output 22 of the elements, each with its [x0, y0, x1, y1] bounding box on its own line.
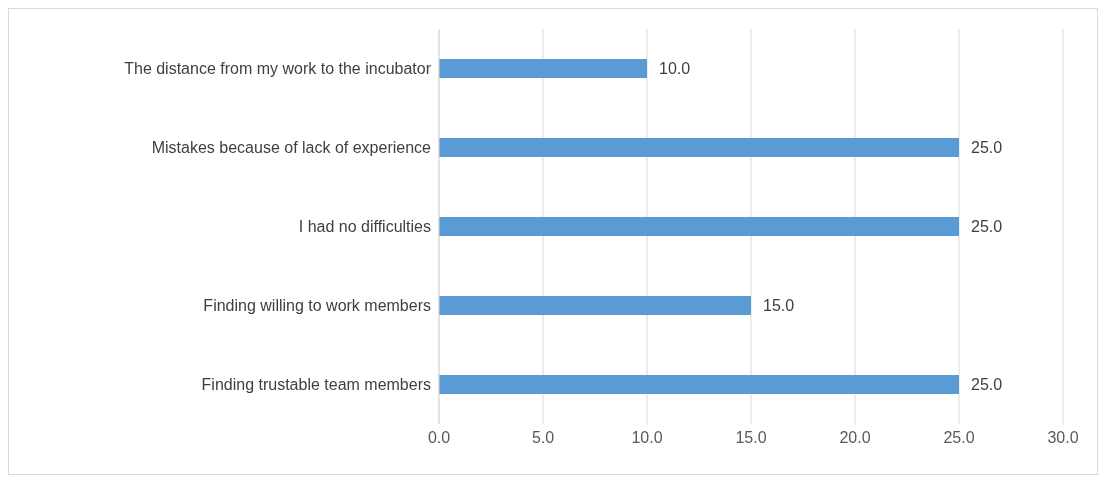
x-tick-label: 10.0	[631, 429, 663, 447]
y-tick-label: Finding willing to work members	[203, 297, 431, 315]
data-label: 10.0	[659, 60, 691, 78]
x-tick-label: 0.0	[427, 429, 451, 447]
y-tick-label: Mistakes because of lack of experience	[151, 139, 432, 157]
data-label: 25.0	[971, 376, 1003, 394]
x-tick-label: 15.0	[735, 429, 767, 447]
data-label: 25.0	[971, 218, 1003, 236]
y-tick-label: I had no difficulties	[298, 218, 431, 236]
x-tick-label: 30.0	[1047, 429, 1079, 447]
bar	[439, 375, 959, 394]
bar	[439, 59, 647, 78]
data-label: 25.0	[971, 139, 1003, 157]
bar	[439, 296, 751, 315]
x-tick-label: 20.0	[839, 429, 871, 447]
bar	[439, 217, 959, 236]
y-tick-label: The distance from my work to the incubator	[124, 60, 432, 78]
bar	[439, 138, 959, 157]
data-label: 15.0	[763, 297, 795, 315]
x-tick-label: 25.0	[943, 429, 975, 447]
x-tick-label: 5.0	[531, 429, 555, 447]
y-tick-label: Finding trustable team members	[201, 376, 431, 394]
